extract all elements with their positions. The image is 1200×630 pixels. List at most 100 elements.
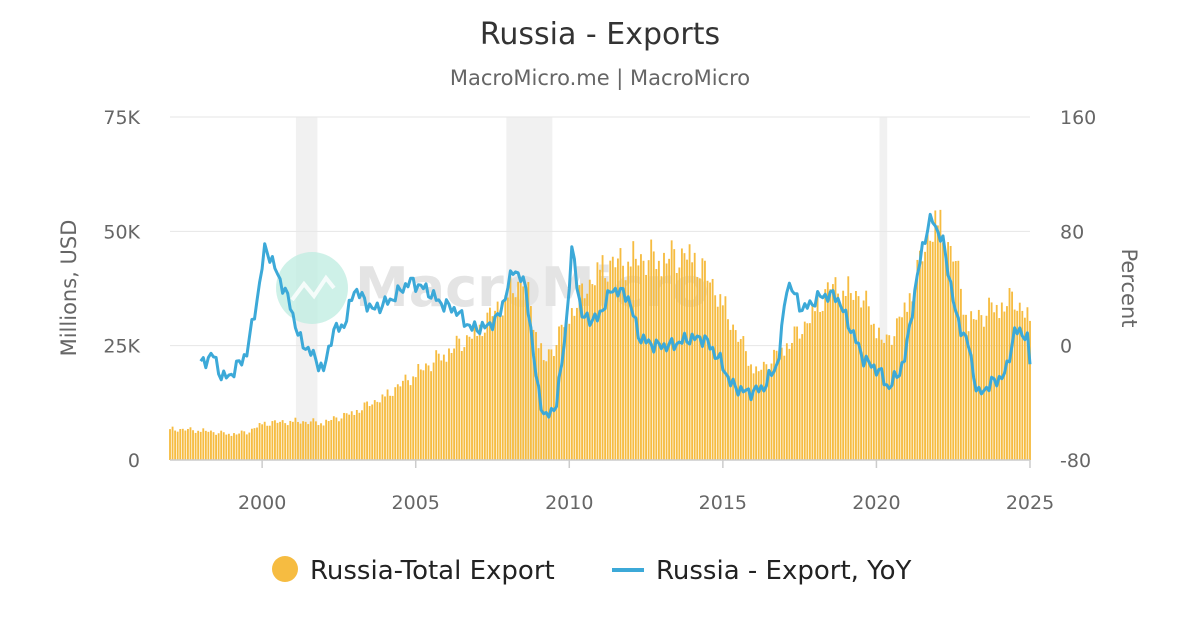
bar — [414, 377, 417, 460]
bar — [1016, 310, 1019, 460]
bar — [709, 282, 711, 460]
bar — [701, 258, 704, 460]
bar — [895, 318, 898, 460]
bar — [514, 297, 517, 460]
bar — [284, 423, 287, 460]
bar — [890, 344, 893, 460]
bar — [235, 434, 238, 460]
y-axis-right-title: Percent — [1117, 248, 1141, 327]
bar — [929, 240, 932, 460]
x-tick-label: 2020 — [852, 492, 900, 514]
bar — [583, 298, 586, 460]
bar — [870, 324, 873, 460]
bar — [601, 255, 604, 460]
bar — [537, 348, 540, 460]
bar — [640, 254, 642, 460]
bar — [965, 314, 967, 460]
bar — [486, 312, 489, 460]
bar — [837, 293, 839, 460]
bar — [394, 387, 397, 460]
bar — [281, 420, 284, 460]
bar — [227, 433, 230, 460]
bar — [857, 296, 860, 460]
bar — [885, 334, 888, 460]
bar — [453, 348, 456, 460]
bar — [425, 363, 427, 460]
legend-item-total-export[interactable]: Russia-Total Export — [272, 556, 555, 586]
bar — [680, 248, 683, 460]
bar — [302, 421, 305, 460]
bar — [834, 277, 837, 460]
bar — [675, 272, 678, 460]
bar — [919, 250, 921, 460]
bar — [563, 327, 566, 460]
bar — [230, 435, 233, 460]
bar — [350, 411, 353, 460]
x-axis: 2000 2005 2010 2015 2020 2025 — [238, 460, 1054, 514]
bar — [627, 261, 630, 460]
bar — [783, 355, 786, 460]
bar — [1021, 310, 1024, 460]
bar — [693, 252, 696, 460]
bar — [619, 248, 622, 460]
bar — [276, 422, 279, 460]
bar — [448, 348, 450, 460]
legend-item-export-yoy[interactable]: Russia - Export, YoY — [612, 556, 912, 586]
bar — [386, 389, 389, 460]
bar — [650, 239, 653, 460]
bar — [258, 423, 261, 460]
bar — [755, 366, 758, 460]
bar — [606, 281, 609, 460]
bar — [529, 306, 532, 460]
bar — [865, 290, 868, 460]
bar — [215, 434, 217, 460]
bar — [401, 380, 404, 460]
bar — [527, 281, 530, 460]
bar — [473, 326, 476, 460]
bar — [808, 323, 811, 460]
bar — [491, 316, 494, 460]
bar — [586, 293, 589, 460]
bar — [343, 412, 345, 460]
bar — [599, 269, 601, 460]
bar — [266, 425, 269, 460]
watermark: MacroMicro — [276, 252, 709, 324]
bar — [734, 330, 737, 460]
bar — [581, 283, 584, 460]
bar — [959, 288, 962, 460]
y-left-tick-label: 0 — [128, 450, 140, 472]
bar — [432, 362, 435, 460]
bar — [977, 309, 980, 460]
bar — [742, 336, 745, 460]
bar — [332, 416, 335, 460]
bar — [419, 369, 422, 460]
bar — [268, 425, 271, 460]
bar — [171, 426, 174, 460]
bar — [1023, 317, 1026, 460]
bar — [954, 261, 957, 460]
bar — [921, 261, 924, 460]
bar — [663, 252, 665, 460]
bar — [778, 355, 781, 460]
bar — [698, 278, 701, 460]
bar — [883, 342, 886, 460]
bar — [576, 307, 578, 460]
bar — [1006, 306, 1008, 460]
bar — [570, 308, 573, 460]
bar — [409, 385, 412, 460]
bar — [611, 256, 614, 460]
bar — [240, 430, 243, 460]
bar — [212, 432, 215, 460]
bar — [366, 401, 369, 460]
x-tick-label: 2000 — [238, 492, 286, 514]
bar — [962, 314, 965, 460]
bar — [826, 282, 829, 460]
bar — [780, 347, 783, 460]
watermark-logo-icon — [276, 252, 348, 324]
bar — [934, 210, 937, 460]
bar — [893, 336, 896, 460]
bar — [483, 332, 486, 460]
recession-band-2 — [879, 117, 888, 460]
bar — [998, 318, 1001, 460]
bar — [373, 400, 376, 460]
